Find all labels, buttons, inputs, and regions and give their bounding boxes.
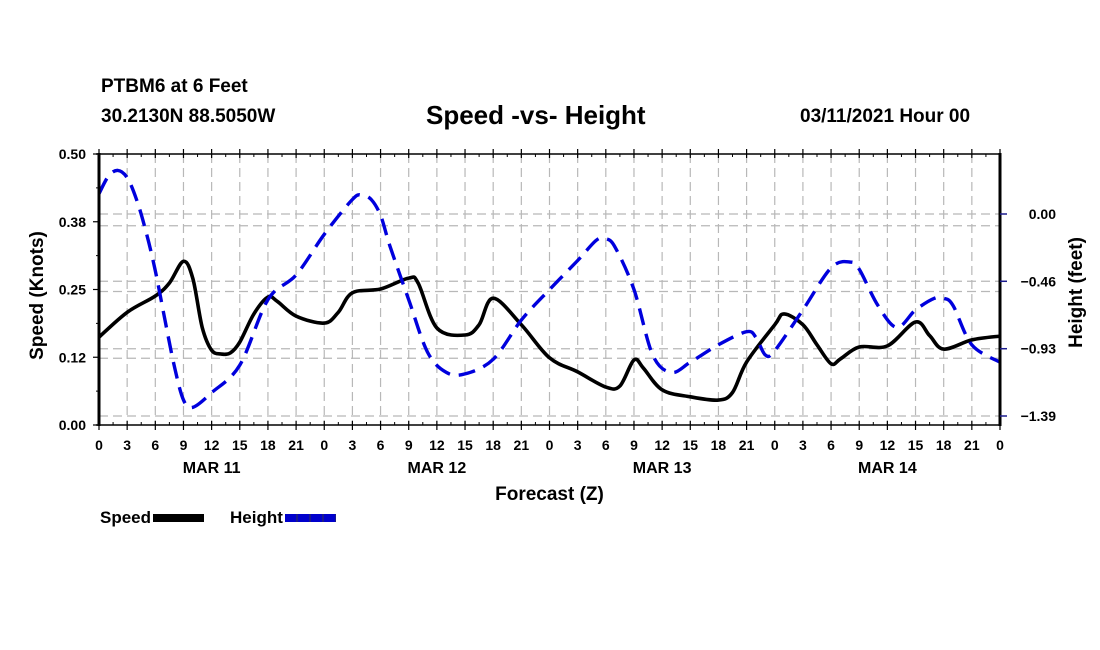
legend-label-speed: Speed bbox=[100, 508, 152, 527]
legend-label-height: Height bbox=[230, 508, 283, 527]
series-line-speed bbox=[97, 259, 1001, 403]
series-line-height bbox=[97, 168, 1001, 410]
x-axis-title: Forecast (Z) bbox=[495, 484, 604, 505]
y2-tick-label: 0.00 bbox=[1029, 206, 1056, 222]
x-tick-label: 18 bbox=[936, 437, 952, 453]
y2-tick-label: −0.93 bbox=[1021, 341, 1057, 357]
x-tick-label: 3 bbox=[799, 437, 807, 453]
y-tick-label: 0.50 bbox=[59, 146, 86, 162]
day-label: MAR 11 bbox=[183, 460, 241, 477]
chart-title: Speed -vs- Height bbox=[426, 100, 646, 130]
day-label: MAR 12 bbox=[408, 460, 467, 477]
x-tick-label: 0 bbox=[95, 437, 103, 453]
y2-axis-title: Height (feet) bbox=[1066, 237, 1087, 348]
y-axis-title: Speed (Knots) bbox=[27, 231, 48, 360]
x-tick-label: 9 bbox=[180, 437, 188, 453]
axis-labels: 0 3 6 9 12 15 18 21 0 3 6 9 12 15 18 21 0 3 6 9 12 15 18 21 0 3 6 9… bbox=[27, 146, 1087, 505]
x-tick-label: 0 bbox=[546, 437, 554, 453]
x-tick-label: 18 bbox=[711, 437, 727, 453]
x-tick-label: 12 bbox=[880, 437, 896, 453]
x-tick-label: 21 bbox=[514, 437, 530, 453]
x-tick-label: 9 bbox=[405, 437, 413, 453]
station-label: PTBM6 at 6 Feet bbox=[101, 76, 248, 97]
x-tick-label: 18 bbox=[485, 437, 501, 453]
x-tick-label: 21 bbox=[964, 437, 980, 453]
x-tick-label: 6 bbox=[377, 437, 385, 453]
legend-item-height: Height bbox=[230, 508, 336, 528]
x-tick-label: 3 bbox=[349, 437, 357, 453]
legend-item-speed: Speed bbox=[100, 508, 205, 528]
y-tick-label: 0.00 bbox=[59, 417, 86, 433]
x-tick-label: 18 bbox=[260, 437, 276, 453]
x-tick-label: 0 bbox=[320, 437, 328, 453]
x-tick-label: 21 bbox=[739, 437, 755, 453]
x-tick-label: 3 bbox=[574, 437, 582, 453]
legend-swatch-height bbox=[284, 514, 336, 522]
x-tick-label: 6 bbox=[151, 437, 159, 453]
coordinates-label: 30.2130N 88.5050W bbox=[101, 106, 276, 127]
series-layer bbox=[97, 168, 1001, 410]
y-tick-label: 0.38 bbox=[59, 214, 86, 230]
x-tick-label: 15 bbox=[457, 437, 473, 453]
x-tick-label: 6 bbox=[602, 437, 610, 453]
day-label: MAR 14 bbox=[858, 460, 917, 477]
x-tick-label: 3 bbox=[123, 437, 131, 453]
x-tick-label: 6 bbox=[827, 437, 835, 453]
y2-tick-label: −1.39 bbox=[1021, 408, 1057, 424]
x-tick-label: 21 bbox=[288, 437, 304, 453]
y-tick-label: 0.25 bbox=[59, 282, 86, 298]
x-tick-label: 0 bbox=[771, 437, 779, 453]
x-tick-label: 12 bbox=[429, 437, 445, 453]
y2-tick-label: −0.46 bbox=[1021, 273, 1057, 289]
x-tick-label: 9 bbox=[855, 437, 863, 453]
x-tick-label: 0 bbox=[996, 437, 1004, 453]
legend-swatch-speed bbox=[153, 514, 205, 522]
x-tick-label: 12 bbox=[654, 437, 670, 453]
x-tick-label: 9 bbox=[630, 437, 638, 453]
x-tick-label: 15 bbox=[682, 437, 698, 453]
day-label: MAR 13 bbox=[633, 460, 692, 477]
x-tick-label: 15 bbox=[232, 437, 248, 453]
y-tick-label: 0.12 bbox=[59, 349, 86, 365]
axes bbox=[93, 149, 1007, 430]
x-tick-label: 12 bbox=[204, 437, 220, 453]
grid bbox=[99, 154, 1000, 425]
forecast-datetime: 03/11/2021 Hour 00 bbox=[800, 106, 971, 127]
x-tick-label: 15 bbox=[908, 437, 924, 453]
